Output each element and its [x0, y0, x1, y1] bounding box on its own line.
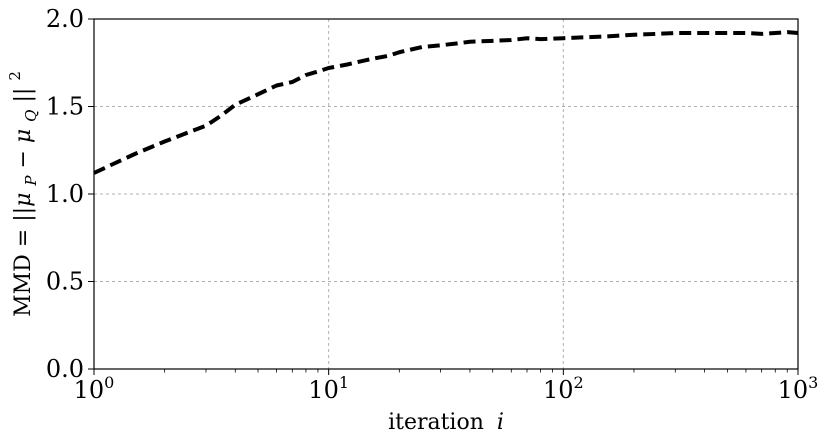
x-tick-label: 100 — [74, 373, 115, 404]
y-axis-label-minus: − μ — [11, 129, 36, 169]
y-tick-label: 0.5 — [46, 268, 84, 296]
y-tick-label: 2.0 — [46, 5, 84, 33]
y-axis-label-end: || — [11, 88, 36, 103]
x-tick-label: 102 — [543, 373, 584, 404]
grid-lines — [94, 19, 798, 369]
y-tick-label: 1.5 — [46, 93, 84, 121]
y-axis-label-sub-p: P — [22, 175, 40, 187]
y-tick-label: 0.0 — [46, 355, 84, 383]
y-axis-label-sup: 2 — [6, 71, 24, 81]
y-axis-label-mu-p: ||μ — [11, 193, 36, 222]
x-axis-label-var: i — [497, 410, 504, 435]
x-tick-label: 101 — [308, 373, 349, 404]
ticks-layer: 0.0 0.5 1.0 1.5 2.0 100 101 102 103 — [46, 5, 819, 404]
series-layer — [93, 30, 799, 175]
plot-frame — [93, 18, 799, 370]
y-axis-label: MMD = ||μ P − μ Q || 2 — [6, 71, 42, 317]
x-axis-label: iteration i — [388, 410, 504, 435]
x-tick-label: 103 — [778, 373, 819, 404]
y-axis-label-prefix: MMD = — [11, 222, 36, 317]
y-axis-label-sub-q: Q — [22, 109, 40, 121]
y-tick-label: 1.0 — [46, 180, 84, 208]
x-axis-label-text: iteration — [388, 410, 484, 435]
series-line-0 — [93, 30, 799, 175]
